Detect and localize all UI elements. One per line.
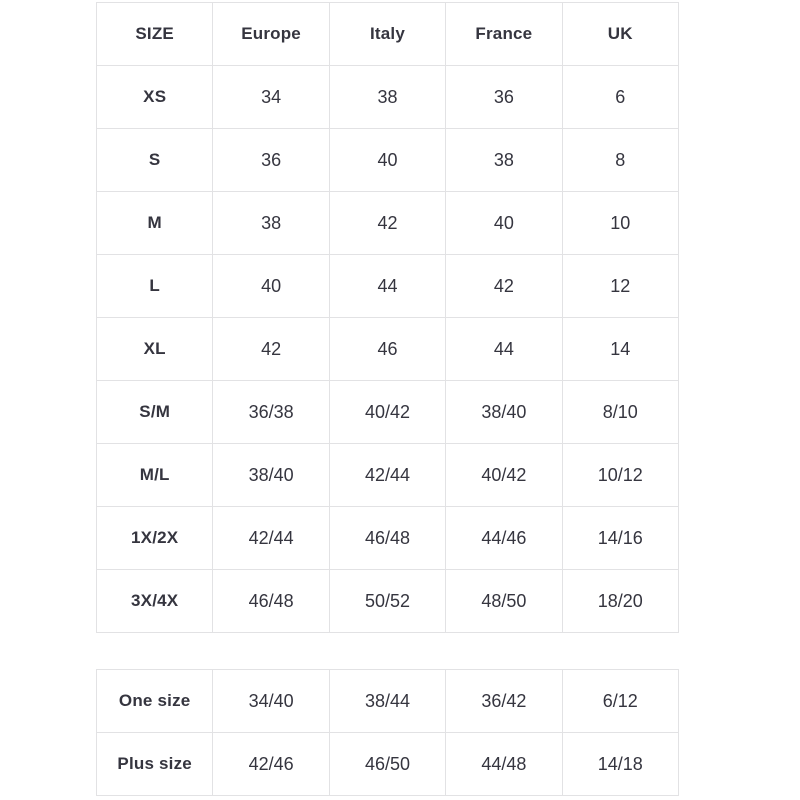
size-label-cell: S: [95, 128, 214, 192]
value-cell: 40: [328, 128, 447, 192]
value-cell: 42/44: [328, 443, 447, 507]
value-cell: 46/50: [328, 732, 447, 796]
value-cell: 14/16: [561, 506, 680, 570]
value-cell: 38: [212, 191, 330, 255]
value-cell: 6: [561, 65, 680, 129]
header-row: SIZE Europe Italy France UK: [95, 2, 680, 66]
value-cell: 34: [212, 65, 330, 129]
header-cell: France: [445, 2, 563, 66]
special-size-table: One size 34/40 38/44 36/42 6/12 Plus size 42/4…: [95, 669, 680, 796]
value-cell: 38: [445, 128, 563, 192]
size-label-cell: XS: [95, 65, 214, 129]
value-cell: 38/44: [328, 669, 447, 733]
table-row: Plus size 42/46 46/50 44/48 14/18: [95, 732, 680, 796]
size-label-cell: Plus size: [95, 732, 214, 796]
value-cell: 18/20: [561, 569, 680, 633]
table-row: S 36 40 38 8: [95, 128, 680, 192]
value-cell: 50/52: [328, 569, 447, 633]
table-row: L 40 44 42 12: [95, 254, 680, 318]
size-label-cell: S/M: [95, 380, 214, 444]
table-row: XL 42 46 44 14: [95, 317, 680, 381]
value-cell: 44: [328, 254, 447, 318]
value-cell: 10: [561, 191, 680, 255]
value-cell: 10/12: [561, 443, 680, 507]
value-cell: 46: [328, 317, 447, 381]
value-cell: 42/46: [212, 732, 330, 796]
value-cell: 42: [212, 317, 330, 381]
size-label-cell: 1X/2X: [95, 506, 214, 570]
value-cell: 40: [212, 254, 330, 318]
table-row: M 38 42 40 10: [95, 191, 680, 255]
size-label-cell: M: [95, 191, 214, 255]
value-cell: 44/46: [445, 506, 563, 570]
value-cell: 12: [561, 254, 680, 318]
value-cell: 36: [445, 65, 563, 129]
table-row: XS 34 38 36 6: [95, 65, 680, 129]
value-cell: 8/10: [561, 380, 680, 444]
value-cell: 38/40: [212, 443, 330, 507]
value-cell: 42: [445, 254, 563, 318]
value-cell: 46/48: [328, 506, 447, 570]
value-cell: 6/12: [561, 669, 680, 733]
table-row: One size 34/40 38/44 36/42 6/12: [95, 669, 680, 733]
value-cell: 36: [212, 128, 330, 192]
table-row: S/M 36/38 40/42 38/40 8/10: [95, 380, 680, 444]
size-label-cell: 3X/4X: [95, 569, 214, 633]
value-cell: 42/44: [212, 506, 330, 570]
size-label-cell: XL: [95, 317, 214, 381]
value-cell: 44/48: [445, 732, 563, 796]
value-cell: 36/42: [445, 669, 563, 733]
value-cell: 40/42: [328, 380, 447, 444]
table-row: 1X/2X 42/44 46/48 44/46 14/16: [95, 506, 680, 570]
value-cell: 14: [561, 317, 680, 381]
value-cell: 46/48: [212, 569, 330, 633]
size-conversion-section: SIZE Europe Italy France UK XS 34 38 36 6 S 36 40 38 8…: [95, 2, 680, 796]
value-cell: 8: [561, 128, 680, 192]
value-cell: 14/18: [561, 732, 680, 796]
value-cell: 38: [328, 65, 447, 129]
table-row: M/L 38/40 42/44 40/42 10/12: [95, 443, 680, 507]
header-cell: UK: [561, 2, 680, 66]
value-cell: 48/50: [445, 569, 563, 633]
size-label-cell: One size: [95, 669, 214, 733]
value-cell: 44: [445, 317, 563, 381]
value-cell: 40: [445, 191, 563, 255]
header-cell: Italy: [328, 2, 447, 66]
value-cell: 38/40: [445, 380, 563, 444]
value-cell: 40/42: [445, 443, 563, 507]
value-cell: 36/38: [212, 380, 330, 444]
header-cell: SIZE: [95, 2, 214, 66]
table-row: 3X/4X 46/48 50/52 48/50 18/20: [95, 569, 680, 633]
header-cell: Europe: [212, 2, 330, 66]
size-label-cell: M/L: [95, 443, 214, 507]
value-cell: 34/40: [212, 669, 330, 733]
size-conversion-table: SIZE Europe Italy France UK XS 34 38 36 6 S 36 40 38 8…: [95, 2, 680, 633]
size-label-cell: L: [95, 254, 214, 318]
value-cell: 42: [328, 191, 447, 255]
